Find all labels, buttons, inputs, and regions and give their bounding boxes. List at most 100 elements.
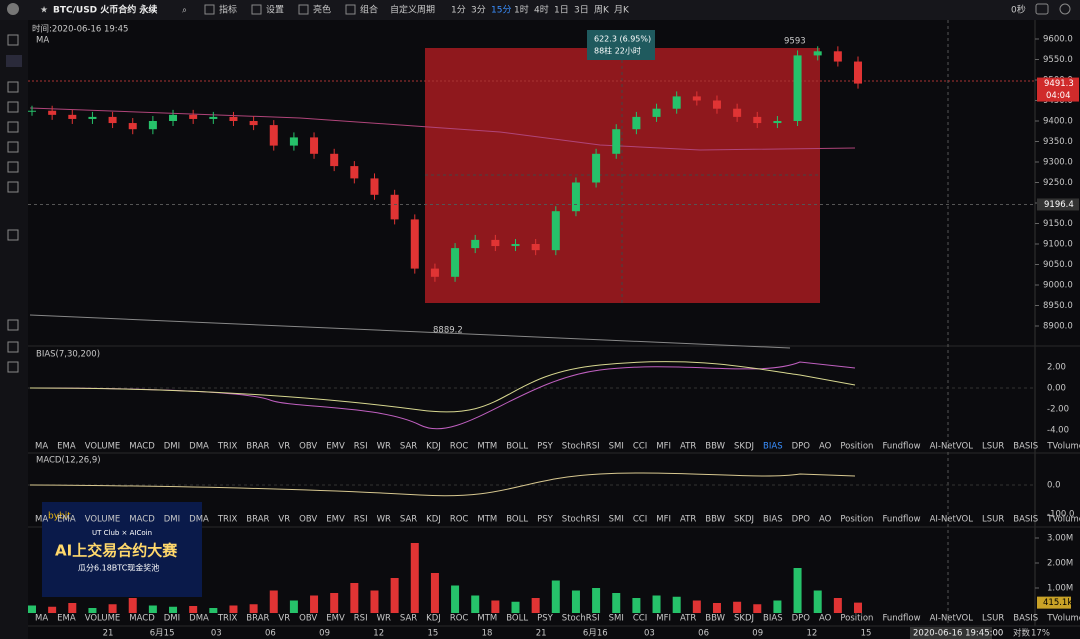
indicator-tab[interactable]: SMI [609,442,624,452]
indicator-tab[interactable]: BIAS [763,442,783,452]
indicator-tab[interactable]: LSUR [982,614,1004,624]
indicator-tab[interactable]: Fundflow [882,515,920,525]
indicator-tab[interactable]: BOLL [506,442,528,452]
indicator-tab[interactable]: EMA [57,442,76,452]
indicator-tab[interactable]: CCI [633,614,647,624]
indicator-tab[interactable]: ROC [450,614,469,624]
indicator-tab[interactable]: PSY [537,614,554,624]
indicator-tab[interactable]: BRAR [246,614,269,624]
indicator-tab[interactable]: DMI [164,515,180,525]
indicator-tab[interactable]: TRIX [217,515,238,525]
indicator-tab[interactable]: DMA [189,614,209,624]
indicator-tab[interactable]: KDJ [426,442,441,452]
indicator-tab[interactable]: MACD [129,614,155,624]
indicator-tab[interactable]: MACD [129,442,155,452]
indicator-tab[interactable]: TVolume [1046,614,1080,624]
indicator-tab[interactable]: VOLUME [85,515,121,525]
indicator-tab[interactable]: BRAR [246,442,269,452]
indicator-tab[interactable]: BIAS [763,515,783,525]
indicator-tab[interactable]: VOLUME [85,614,121,624]
indicator-tab[interactable]: Position [840,515,873,525]
indicator-tab[interactable]: SAR [400,442,417,452]
indicator-tab[interactable]: MFI [656,614,671,624]
period[interactable]: 1日 [554,5,569,16]
indicator-tab[interactable]: MACD [129,515,155,525]
indicator-tab[interactable]: SMI [609,614,624,624]
indicator-tab[interactable]: BRAR [246,515,269,525]
indicator-tab[interactable]: AO [819,442,832,452]
indicator-tab[interactable]: ATR [680,442,696,452]
indicator-tab[interactable]: VR [278,442,290,452]
period[interactable]: 1分 [451,5,466,16]
indicator-tab[interactable]: RSI [354,515,368,525]
indicator-tab[interactable]: KDJ [426,515,441,525]
indicator-tab[interactable]: BOLL [506,515,528,525]
ad-banner[interactable]: bybit UT Club × AICoin AI上交易合约大赛 瓜分6.18B… [42,502,202,597]
indicator-tab[interactable]: ROC [450,442,469,452]
indicator-tab[interactable]: OBV [299,442,317,452]
indicator-tab[interactable]: OBV [299,515,317,525]
settings-icon[interactable] [1059,3,1071,15]
indicator-tab[interactable]: DMA [189,515,209,525]
indicator-tab[interactable]: OBV [299,614,317,624]
indicator-tab[interactable]: Position [840,614,873,624]
indicator-tab[interactable]: WR [377,515,391,525]
indicator-tab[interactable]: MTM [477,442,497,452]
indicator-tab[interactable]: DMI [164,614,180,624]
indicator-tab[interactable]: EMV [326,614,345,624]
indicator-tab[interactable]: AO [819,614,832,624]
indicator-tab[interactable]: DPO [792,515,811,525]
indicator-tab[interactable]: BBW [705,614,725,624]
indicator-tab[interactable]: SKDJ [734,442,754,452]
indicator-tab[interactable]: SAR [400,614,417,624]
indicator-tab[interactable]: ATR [680,515,696,525]
indicator-tab[interactable]: StochRSI [562,515,600,525]
indicator-tab[interactable]: EMA [57,614,76,624]
indicator-tab[interactable]: Position [840,442,873,452]
indicator-tab[interactable]: EMA [57,515,76,525]
indicator-tab[interactable]: StochRSI [562,614,600,624]
indicator-tab[interactable]: BASIS [1013,614,1038,624]
indicator-tab[interactable]: BASIS [1013,515,1038,525]
indicator-tab[interactable]: TRIX [217,442,238,452]
indicator-tab[interactable]: EMV [326,515,345,525]
period[interactable]: 3日 [574,5,589,16]
indicator-tab[interactable]: BIAS [763,614,783,624]
toolbar-item[interactable]: 设置 [266,5,284,16]
indicator-tab[interactable]: MTM [477,614,497,624]
indicator-tab[interactable]: DMA [189,442,209,452]
indicator-tab[interactable]: MA [35,442,48,452]
indicator-tab[interactable]: CCI [633,515,647,525]
indicator-tab[interactable]: MFI [656,442,671,452]
indicator-tab[interactable]: VOLUME [85,442,121,452]
indicator-tab[interactable]: PSY [537,442,554,452]
period[interactable]: 1时 [514,4,529,16]
indicator-tab[interactable]: WR [377,442,391,452]
indicator-tab[interactable]: AI-NetVOL [930,442,974,452]
indicator-tab[interactable]: SMI [609,515,624,525]
indicator-tab[interactable]: WR [377,614,391,624]
indicator-tab[interactable]: EMV [326,442,345,452]
period[interactable]: 15分 [491,5,511,16]
custom-period[interactable]: 自定义周期 [390,4,435,16]
search-icon[interactable]: ⌕ [182,6,187,16]
indicator-tab[interactable]: TVolume [1046,515,1080,525]
toolbar-item[interactable]: 指标 [219,4,237,16]
indicator-tab[interactable]: BOLL [506,614,528,624]
indicator-tab[interactable]: TVolume [1046,442,1080,452]
period[interactable]: 3分 [471,5,486,16]
indicator-tab[interactable]: MFI [656,515,671,525]
indicator-tab[interactable]: SAR [400,515,417,525]
indicator-tab[interactable]: RSI [354,442,368,452]
period[interactable]: 4时 [534,4,549,16]
star-icon[interactable]: ★ [40,6,48,16]
indicator-tab[interactable]: StochRSI [562,442,600,452]
indicator-tab[interactable]: RSI [354,614,368,624]
indicator-tab[interactable]: MTM [477,515,497,525]
indicator-tab[interactable]: KDJ [426,614,441,624]
indicator-tab[interactable]: AI-NetVOL [930,515,974,525]
indicator-tab[interactable]: LSUR [982,515,1004,525]
indicator-tab[interactable]: MA [35,614,48,624]
indicator-tab[interactable]: BASIS [1013,442,1038,452]
indicator-tab[interactable]: AO [819,515,832,525]
